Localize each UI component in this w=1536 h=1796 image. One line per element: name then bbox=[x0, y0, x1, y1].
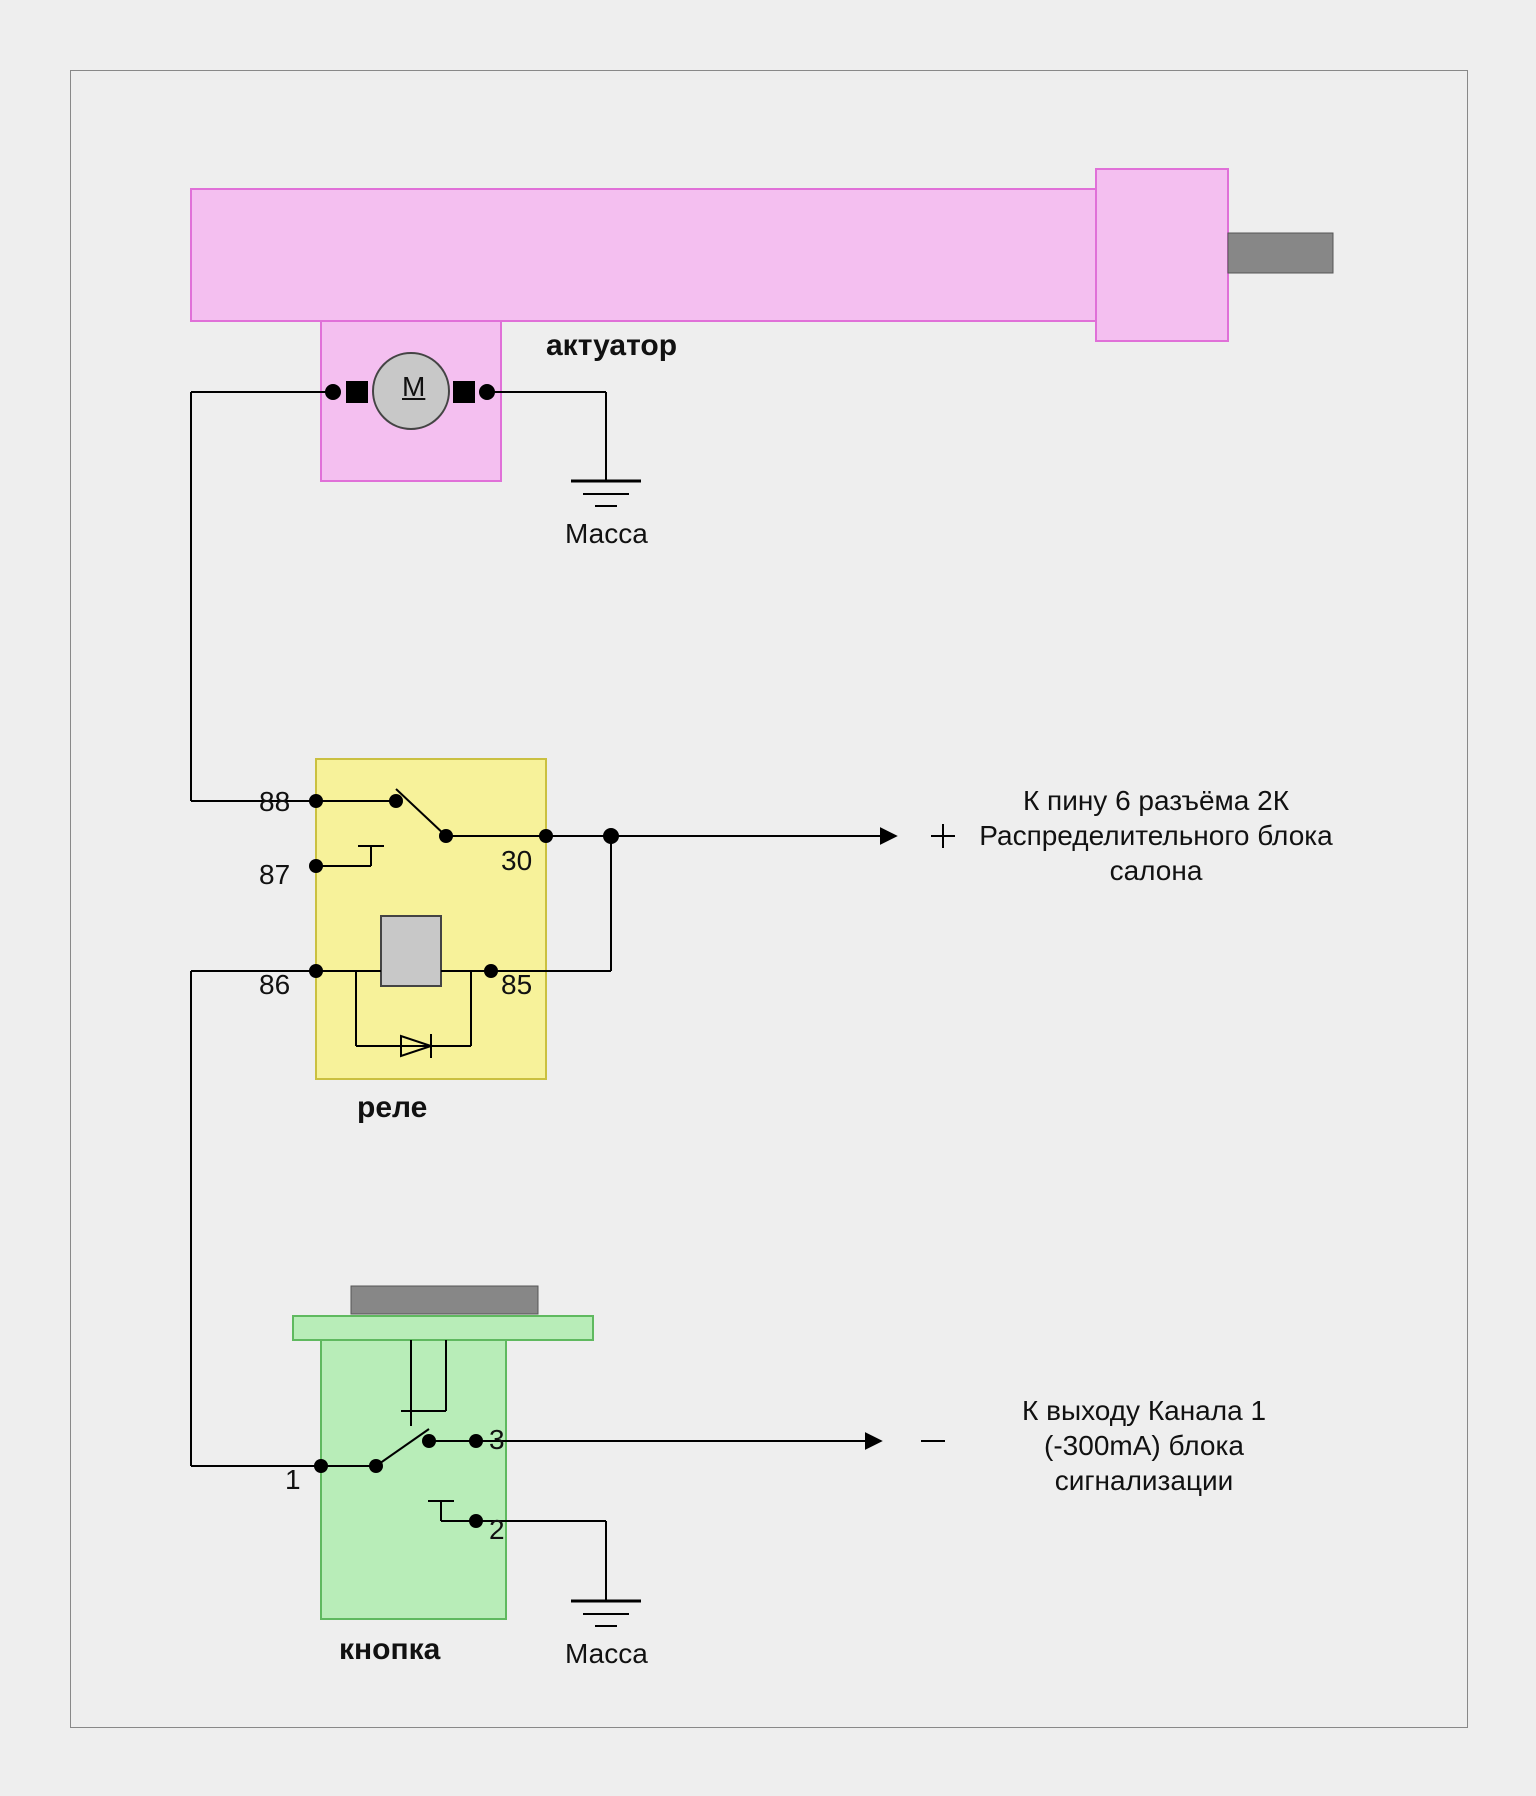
label-pin-87: 87 bbox=[259, 859, 290, 891]
label-pin-85: 85 bbox=[501, 969, 532, 1001]
relay-pin-87 bbox=[309, 859, 323, 873]
label-btn-pin-1: 1 bbox=[285, 1464, 301, 1496]
label-pin-88: 88 bbox=[259, 786, 290, 818]
relay-group bbox=[309, 759, 553, 1079]
actuator-group bbox=[191, 169, 1333, 481]
label-relay: реле bbox=[357, 1091, 427, 1125]
diagram-frame: актуатор M Масса 88 87 86 30 85 реле К п… bbox=[70, 70, 1468, 1728]
label-output-plus: К пину 6 разъёма 2К Распределительного б… bbox=[976, 783, 1336, 888]
relay-coil bbox=[381, 916, 441, 986]
label-btn-pin-2: 2 bbox=[489, 1514, 505, 1546]
button-cap bbox=[351, 1286, 538, 1314]
button-group bbox=[293, 1286, 593, 1619]
actuator-rod bbox=[1228, 233, 1333, 273]
label-ground-1: Масса bbox=[565, 518, 648, 550]
label-ground-2: Масса bbox=[565, 1638, 648, 1670]
button-body bbox=[321, 1340, 506, 1619]
label-button: кнопка bbox=[339, 1633, 440, 1667]
label-pin-86: 86 bbox=[259, 969, 290, 1001]
button-flange bbox=[293, 1316, 593, 1340]
label-motor-m: M bbox=[402, 371, 425, 403]
label-pin-30: 30 bbox=[501, 845, 532, 877]
motor-terminal-right bbox=[453, 381, 475, 403]
label-btn-pin-3: 3 bbox=[489, 1424, 505, 1456]
polarity-plus bbox=[931, 824, 955, 848]
motor-terminal-left bbox=[346, 381, 368, 403]
label-output-minus: К выходу Канала 1 (-300mA) блока сигнали… bbox=[979, 1393, 1309, 1498]
label-actuator: актуатор bbox=[546, 329, 677, 363]
actuator-ext bbox=[1096, 169, 1228, 341]
actuator-body bbox=[191, 189, 1096, 321]
